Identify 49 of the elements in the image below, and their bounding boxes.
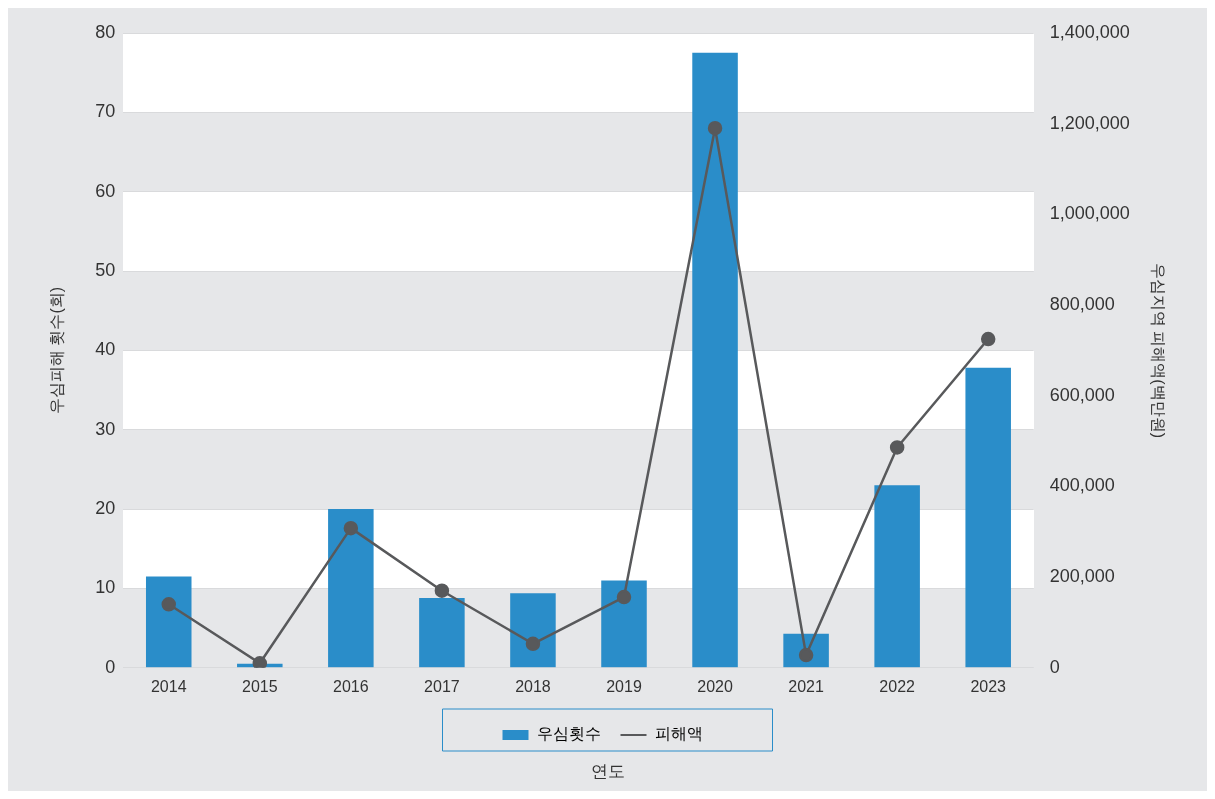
x-tick-label: 2016 xyxy=(333,677,369,695)
y2-tick-label: 0 xyxy=(1049,656,1060,677)
y2-axis-title: 우심지역 피해액(백만원) xyxy=(1149,262,1167,438)
x-tick-label: 2023 xyxy=(970,677,1007,695)
y2-tick-label: 1,000,000 xyxy=(1049,203,1130,224)
y-tick-label: 60 xyxy=(95,180,116,201)
x-tick-label: 2014 xyxy=(150,677,187,695)
y-tick-label: 10 xyxy=(95,577,116,598)
legend-label: 피해액 xyxy=(654,725,703,743)
y-tick-label: 20 xyxy=(95,498,116,519)
point xyxy=(343,520,359,536)
point xyxy=(707,120,723,136)
bar xyxy=(601,580,647,668)
y2-tick-label: 800,000 xyxy=(1049,294,1115,315)
y-tick-label: 30 xyxy=(95,418,116,439)
x-tick-label: 2021 xyxy=(788,677,824,695)
bar xyxy=(328,509,374,668)
y-tick-label: 80 xyxy=(95,21,116,42)
x-tick-label: 2015 xyxy=(242,677,278,695)
legend-label: 우심횟수 xyxy=(536,725,601,743)
x-tick-label: 2022 xyxy=(879,677,916,695)
y2-tick-label: 1,200,000 xyxy=(1049,112,1130,133)
bar xyxy=(419,597,465,668)
x-tick-label: 2020 xyxy=(697,677,733,695)
point xyxy=(889,440,905,455)
bar xyxy=(874,485,920,668)
point xyxy=(616,589,632,605)
y2-tick-label: 600,000 xyxy=(1049,384,1115,405)
x-axis-title: 연도 xyxy=(589,760,626,783)
bar xyxy=(965,367,1011,668)
y-tick-label: 40 xyxy=(95,339,116,360)
y2-tick-label: 400,000 xyxy=(1049,475,1115,496)
y-tick-label: 70 xyxy=(95,101,116,122)
y-tick-label: 50 xyxy=(95,260,116,281)
point xyxy=(252,656,268,668)
y-tick-label: 0 xyxy=(105,656,116,677)
bar xyxy=(510,593,556,668)
point xyxy=(525,636,541,652)
y2-tick-label: 200,000 xyxy=(1049,566,1115,587)
x-tick-label: 2018 xyxy=(515,677,551,695)
point xyxy=(980,331,996,347)
y2-tick-label: 1,400,000 xyxy=(1049,21,1130,42)
point xyxy=(434,583,450,598)
x-tick-label: 2019 xyxy=(606,677,642,695)
bar xyxy=(145,576,192,668)
y-axis-title: 우심피해 횟수(회) xyxy=(48,286,66,414)
bar xyxy=(692,52,738,668)
point xyxy=(161,597,176,612)
x-tick-label: 2017 xyxy=(424,677,460,695)
